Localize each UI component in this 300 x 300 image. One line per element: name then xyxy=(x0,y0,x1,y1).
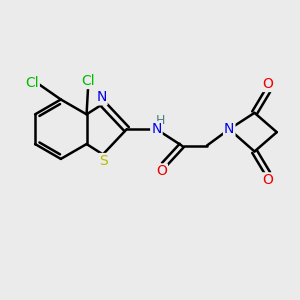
Text: Cl: Cl xyxy=(81,74,95,88)
Text: O: O xyxy=(262,173,273,187)
Text: O: O xyxy=(262,77,273,91)
Text: Cl: Cl xyxy=(25,76,39,89)
Text: S: S xyxy=(99,154,108,168)
Text: N: N xyxy=(151,122,162,136)
Text: N: N xyxy=(96,90,106,104)
Text: O: O xyxy=(156,164,167,178)
Text: H: H xyxy=(156,114,166,128)
Text: N: N xyxy=(224,122,234,136)
